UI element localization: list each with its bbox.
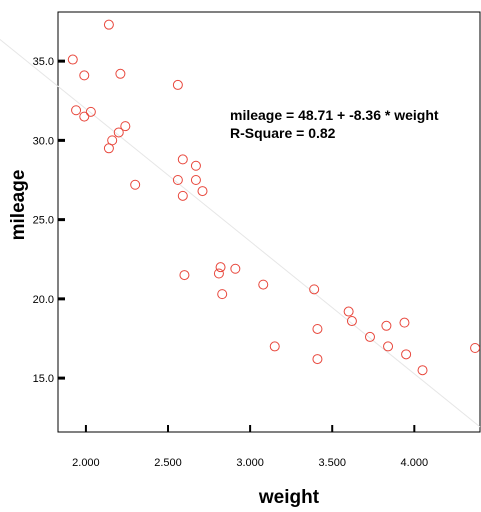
equation-annotation: mileage = 48.71 + -8.36 * weight bbox=[230, 107, 439, 123]
plot-frame bbox=[57, 11, 481, 433]
x-tick-label: 4.000 bbox=[401, 457, 429, 469]
data-points bbox=[67, 19, 481, 376]
y-tick-label: 35.0 bbox=[33, 56, 54, 68]
data-point bbox=[79, 70, 90, 81]
data-point bbox=[130, 179, 141, 190]
data-point bbox=[383, 341, 394, 352]
x-tick-label: 2.000 bbox=[72, 457, 100, 469]
regression-line bbox=[0, 38, 481, 428]
x-tick-label: 3.500 bbox=[318, 457, 346, 469]
data-point bbox=[215, 262, 226, 273]
data-point bbox=[258, 279, 269, 290]
data-point bbox=[115, 68, 126, 79]
data-point bbox=[172, 79, 183, 90]
r-square-annotation: R-Square = 0.82 bbox=[230, 125, 336, 141]
data-point bbox=[401, 349, 412, 360]
data-point bbox=[71, 105, 82, 116]
data-point bbox=[381, 320, 392, 331]
y-tick-label: 25.0 bbox=[33, 215, 54, 227]
data-point bbox=[172, 175, 183, 185]
data-point bbox=[179, 270, 190, 281]
data-point bbox=[269, 341, 280, 352]
data-point bbox=[230, 263, 241, 274]
data-point bbox=[177, 190, 188, 201]
data-point bbox=[312, 323, 323, 334]
data-point bbox=[79, 111, 90, 122]
data-point bbox=[85, 106, 96, 117]
y-axis-title: mileage bbox=[8, 170, 29, 241]
data-point bbox=[470, 343, 481, 353]
data-point bbox=[399, 317, 410, 328]
data-point bbox=[177, 154, 188, 165]
data-point bbox=[417, 365, 428, 376]
data-point bbox=[103, 143, 114, 154]
data-point bbox=[190, 160, 201, 171]
data-point bbox=[364, 331, 375, 342]
data-point bbox=[67, 54, 78, 65]
x-tick-label: 2.500 bbox=[154, 457, 182, 469]
data-point bbox=[197, 186, 208, 197]
y-tick-label: 15.0 bbox=[33, 373, 54, 385]
data-point bbox=[309, 284, 320, 295]
data-point bbox=[113, 127, 124, 138]
x-axis-title: weight bbox=[258, 487, 320, 508]
y-tick-label: 20.0 bbox=[33, 294, 54, 306]
data-point bbox=[120, 121, 131, 132]
y-tick-label: 30.0 bbox=[33, 135, 54, 147]
data-point bbox=[343, 306, 354, 317]
x-axis-ticks: 2.000 2.500 3.000 3.500 4.000 bbox=[72, 425, 428, 469]
data-point bbox=[346, 316, 357, 327]
data-point bbox=[312, 354, 323, 365]
x-tick-label: 3.000 bbox=[236, 457, 264, 469]
data-point bbox=[213, 268, 224, 279]
y-axis-ticks: 15.0 20.0 25.0 30.0 35.0 bbox=[33, 56, 65, 385]
data-point bbox=[103, 19, 114, 30]
data-point bbox=[190, 175, 201, 185]
data-point bbox=[217, 289, 228, 300]
